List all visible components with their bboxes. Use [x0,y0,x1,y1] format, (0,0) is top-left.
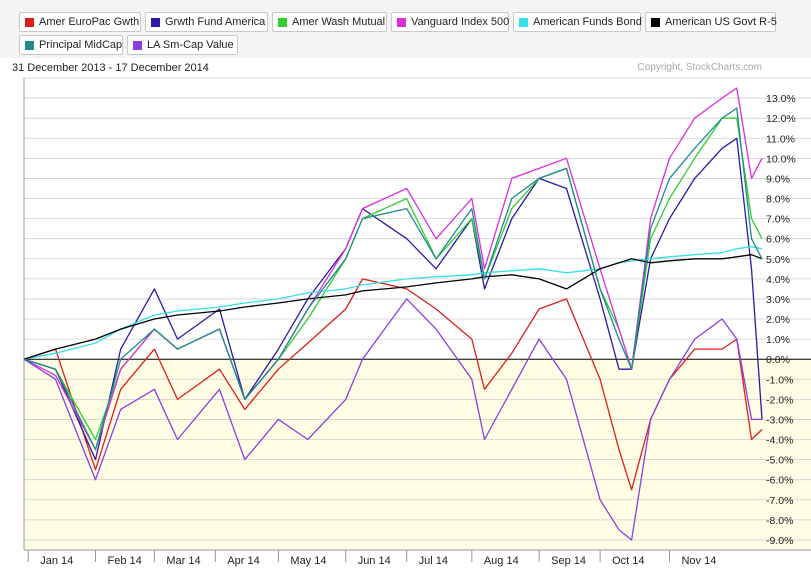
x-tick-label: Aug 14 [484,555,519,567]
chart-bg-bottom [24,359,811,550]
y-tick-label: 13.0% [766,93,796,105]
legend-label: American US Govt R-5 [665,16,777,28]
y-tick-label: 12.0% [766,113,796,125]
y-tick-label: 0.0% [766,354,790,366]
y-tick-label: 4.0% [766,274,790,286]
chart-area: 13.0% 12.0% 11.0% 10.0% 9.0% 8.0% 7.0% 6.0% 5.0%… [0,58,811,568]
y-tick-label: -3.0% [766,414,793,426]
y-tick-label: -6.0% [766,475,793,487]
x-axis: Jan 14 Feb 14 Mar 14 Apr 14 May 14 Jun 14 Jul … [40,555,716,567]
y-tick-label: 1.0% [766,334,790,346]
x-tick-label: Sep 14 [551,555,586,567]
series-line-amer-europac-gwth [23,278,763,491]
legend-item-principal-midcap[interactable]: Principal MidCap [19,35,123,55]
legend-swatch [397,18,406,27]
y-tick-label: -2.0% [766,394,793,406]
y-tick-label: 9.0% [766,173,790,185]
series-line-american-us-govt-r-5 [23,254,763,360]
legend-label: Amer EuroPac Gwth [39,16,140,28]
legend-label: Vanguard Index 500 [411,16,510,28]
grid [23,77,811,562]
legend-item-la-sm-cap-value[interactable]: LA Sm-Cap Value [127,35,238,55]
y-tick-label: 3.0% [766,294,790,306]
legend-item-grwth-fund-america[interactable]: Grwth Fund America [145,12,268,32]
x-tick-label: Feb 14 [107,555,141,567]
y-tick-label: 5.0% [766,254,790,266]
legend-label: LA Sm-Cap Value [147,39,234,51]
legend-item-amer-europac-gwth[interactable]: Amer EuroPac Gwth [19,12,141,32]
x-tick-label: Jan 14 [40,555,73,567]
y-tick-label: -4.0% [766,435,793,447]
x-tick-label: Jul 14 [419,555,448,567]
series-line-la-sm-cap-value [23,298,762,541]
legend-swatch [151,18,160,27]
y-tick-label: 11.0% [766,133,795,145]
series-line-principal-midcap [23,107,763,451]
x-tick-label: Oct 14 [612,555,644,567]
x-tick-label: May 14 [290,555,326,567]
y-tick-label: 6.0% [766,234,790,246]
legend-item-american-funds-bond[interactable]: American Funds Bond [513,12,642,32]
x-tick-label: Nov 14 [681,555,716,567]
legend-label: Principal MidCap [39,39,123,51]
legend-item-american-us-govt-r5[interactable]: American US Govt R-5 [645,12,777,32]
x-tick-label: Mar 14 [166,555,200,567]
y-tick-label: -5.0% [766,455,793,467]
legend-label: Amer Wash Mutual [292,16,386,28]
line-chart: 13.0% 12.0% 11.0% 10.0% 9.0% 8.0% 7.0% 6.0% 5.0%… [12,62,811,567]
y-tick-label: 2.0% [766,314,790,326]
legend-item-amer-wash-mutual[interactable]: Amer Wash Mutual [272,12,387,32]
legend-item-vanguard-index-500[interactable]: Vanguard Index 500 [391,12,509,32]
y-tick-label: -7.0% [766,495,793,507]
y-tick-label: 8.0% [766,194,790,206]
legend-swatch [278,18,287,27]
series-line-american-funds-bond [23,246,763,360]
legend-swatch [25,41,34,50]
x-tick-label: Jun 14 [358,555,391,567]
legend-swatch [133,41,142,50]
y-axis: 13.0% 12.0% 11.0% 10.0% 9.0% 8.0% 7.0% 6.0% 5.0%… [766,93,796,547]
legend-swatch [25,18,34,27]
y-tick-label: 10.0% [766,153,796,165]
y-tick-label: -9.0% [766,535,793,547]
copyright: Copyright, StockCharts.com [638,62,763,73]
legend-swatch [519,18,528,27]
series-lines [23,87,763,541]
date-range: 31 December 2013 - 17 December 2014 [12,62,209,74]
x-tick-label: Apr 14 [227,555,259,567]
legend-label: American Funds Bond [533,16,642,28]
y-tick-label: -1.0% [766,374,793,386]
legend-swatch [651,18,660,27]
legend-label: Grwth Fund America [165,16,266,28]
y-tick-label: 7.0% [766,214,790,226]
legend: Amer EuroPac Gwth Grwth Fund America Ame… [0,0,811,58]
y-tick-label: -8.0% [766,515,793,527]
